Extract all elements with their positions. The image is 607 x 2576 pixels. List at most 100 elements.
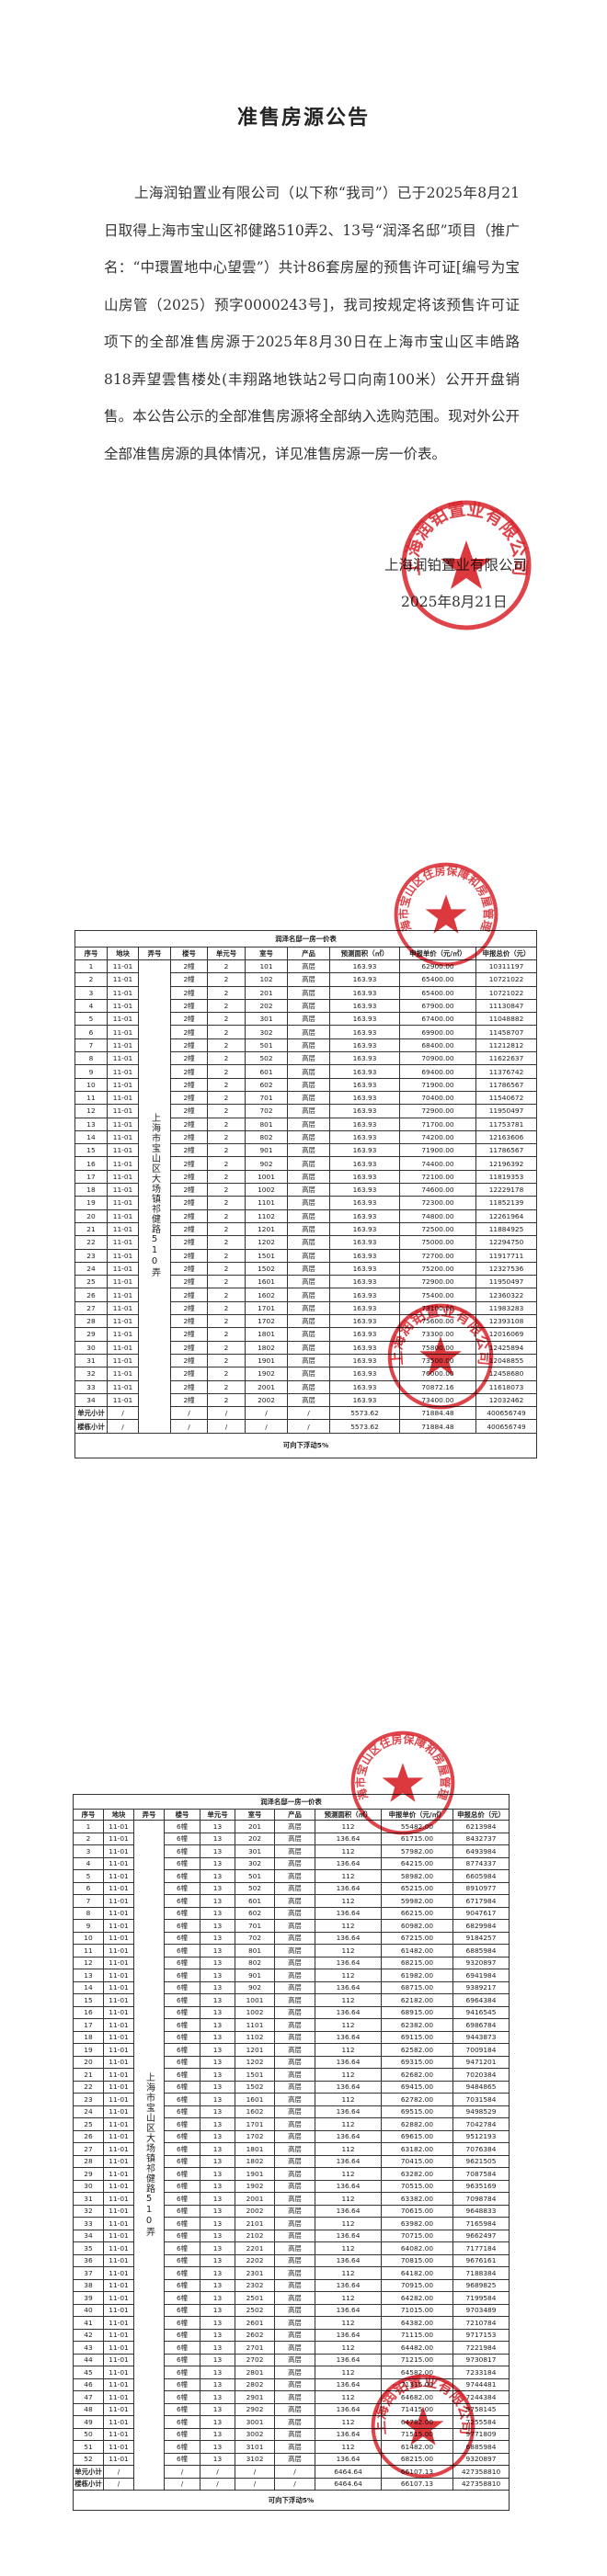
lane-label: 上海市宝山区大场镇祁健路510弄	[143, 2071, 155, 2237]
cell-seq: 20	[74, 1209, 108, 1223]
cell-plot: 11-01	[103, 2440, 134, 2454]
cell-unit: 13	[200, 1980, 235, 1994]
cell-seq: 9	[73, 1919, 104, 1933]
cell-slash: /	[274, 2477, 315, 2491]
table-row: 23 11-01 2幢 2 1501 高层 163.93 72700.00 11917711	[74, 1248, 538, 1263]
cell-seq: 23	[74, 1248, 108, 1263]
cell-room: 1501	[235, 2068, 275, 2082]
table-row: 20 11-01 2幢 2 1102 高层 163.93 74800.00 12261964	[74, 1209, 538, 1223]
cell-seq: 10	[73, 1931, 104, 1945]
cell-building: 2幢	[170, 1012, 208, 1027]
cell-unit: 13	[200, 1844, 235, 1858]
cell-slash: /	[245, 1419, 288, 1434]
subtotal-area: 6464.64	[315, 2477, 382, 2491]
cell-room: 1701	[245, 1300, 288, 1316]
cell-building: 2幢	[170, 1353, 208, 1368]
cell-area: 112	[315, 1944, 382, 1958]
cell-plot: 11-01	[107, 1169, 139, 1185]
cell-product: 高层	[274, 1969, 315, 1982]
cell-unit-price: 73300.00	[399, 1327, 476, 1342]
cell-room: 501	[235, 1869, 275, 1883]
cell-building: 6幢	[164, 2341, 200, 2355]
cell-unit: 13	[200, 2117, 235, 2131]
cell-seq: 31	[74, 1353, 108, 1368]
star-icon	[425, 894, 467, 934]
cell-unit-price: 75400.00	[399, 1288, 476, 1302]
table-row: 6 11-01 2幢 2 302 高层 163.93 69900.00 11458707	[74, 1025, 538, 1039]
table-row: 9 11-01 2幢 2 601 高层 163.93 69400.00 11376742	[74, 1064, 538, 1079]
column-header: 申报总价（元）	[452, 1809, 510, 1821]
column-header: 申报总价（元）	[475, 947, 538, 960]
cell-seq: 1	[74, 959, 108, 974]
cell-area: 163.93	[329, 1051, 400, 1066]
cell-room: 1702	[245, 1314, 288, 1329]
cell-product: 高层	[274, 2316, 315, 2330]
cell-unit-price: 72900.00	[399, 1104, 476, 1118]
cell-area: 163.93	[329, 1104, 400, 1118]
cell-total-price: 11786567	[475, 1143, 538, 1158]
cell-building: 6幢	[164, 1869, 200, 1883]
cell-area: 112	[315, 2316, 382, 2330]
cell-plot: 11-01	[107, 1183, 139, 1197]
cell-total-price: 11048882	[475, 1012, 538, 1027]
cell-room: 2602	[235, 2328, 275, 2342]
cell-unit: 2	[207, 1327, 246, 1342]
cell-seq: 33	[73, 2217, 104, 2230]
cell-slash: /	[164, 2465, 200, 2479]
cell-seq: 14	[74, 1129, 108, 1145]
cell-seq: 29	[74, 1327, 108, 1342]
cell-total-price: 11852139	[475, 1196, 538, 1210]
cell-product: 高层	[287, 1379, 330, 1394]
cell-building: 6幢	[164, 2043, 200, 2057]
cell-product: 高层	[274, 2142, 315, 2156]
cell-total-price: 12360322	[475, 1288, 538, 1302]
table-row: 35 11-01 6幢 13 2201 高层 112 64082.00 7177184	[73, 2241, 510, 2255]
cell-unit: 13	[200, 2167, 235, 2181]
cell-plot: 11-01	[107, 1156, 139, 1171]
cell-unit: 13	[200, 2142, 235, 2156]
cell-product: 高层	[287, 1314, 330, 1329]
cell-room: 1702	[235, 2129, 275, 2143]
cell-unit-price: 65400.00	[399, 985, 476, 1000]
cell-total-price: 11884925	[475, 1221, 538, 1237]
cell-unit-price: 55482.00	[381, 1820, 453, 1833]
cell-product: 高层	[287, 1156, 330, 1171]
cell-area: 112	[315, 2142, 382, 2156]
cell-unit: 13	[200, 1820, 235, 1833]
cell-total-price: 7031584	[452, 2093, 510, 2106]
table-row: 10 11-01 6幢 13 702 高层 136.64 67215.00 9184257	[73, 1931, 510, 1945]
table-row: 9 11-01 6幢 13 701 高层 112 60982.00 6829984	[73, 1919, 510, 1933]
cell-seq: 25	[74, 1275, 108, 1289]
cell-product: 高层	[274, 2217, 315, 2230]
cell-plot: 11-01	[103, 2427, 134, 2441]
cell-seq: 38	[73, 2278, 104, 2292]
subtotal-total-price: 400656749	[475, 1419, 538, 1434]
cell-room: 201	[245, 985, 288, 1000]
cell-product: 高层	[274, 2303, 315, 2317]
cell-seq: 5	[73, 1869, 104, 1883]
table-row: 13 11-01 6幢 13 901 高层 112 61982.00 6941984	[73, 1969, 510, 1982]
cell-area: 163.93	[329, 1183, 400, 1197]
cell-plot: 11-01	[103, 2366, 134, 2379]
table-row: 30 11-01 6幢 13 1902 高层 136.64 70515.00 9635169	[73, 2179, 510, 2193]
cell-unit-price: 70815.00	[381, 2253, 453, 2267]
cell-area: 163.93	[329, 1327, 400, 1342]
cell-room: 301	[235, 1844, 275, 1858]
cell-room: 1002	[235, 2005, 275, 2019]
cell-unit: 13	[200, 2105, 235, 2118]
cell-seq: 18	[73, 2030, 104, 2044]
cell-product: 高层	[287, 1300, 330, 1316]
cell-unit-price: 72100.00	[399, 1169, 476, 1185]
cell-product: 高层	[274, 2390, 315, 2404]
cell-plot: 11-01	[103, 2142, 134, 2156]
cell-product: 高层	[274, 2415, 315, 2429]
cell-building: 6幢	[164, 2129, 200, 2143]
cell-product: 高层	[287, 1051, 330, 1066]
cell-unit: 13	[200, 2303, 235, 2317]
cell-area: 136.64	[315, 2080, 382, 2094]
cell-seq: 30	[73, 2179, 104, 2193]
table-row: 27 11-01 6幢 13 1801 高层 112 63182.00 7076384	[73, 2142, 510, 2156]
cell-unit-price: 70615.00	[381, 2204, 453, 2218]
cell-plot: 11-01	[103, 2105, 134, 2118]
cell-area: 163.93	[329, 1392, 400, 1408]
